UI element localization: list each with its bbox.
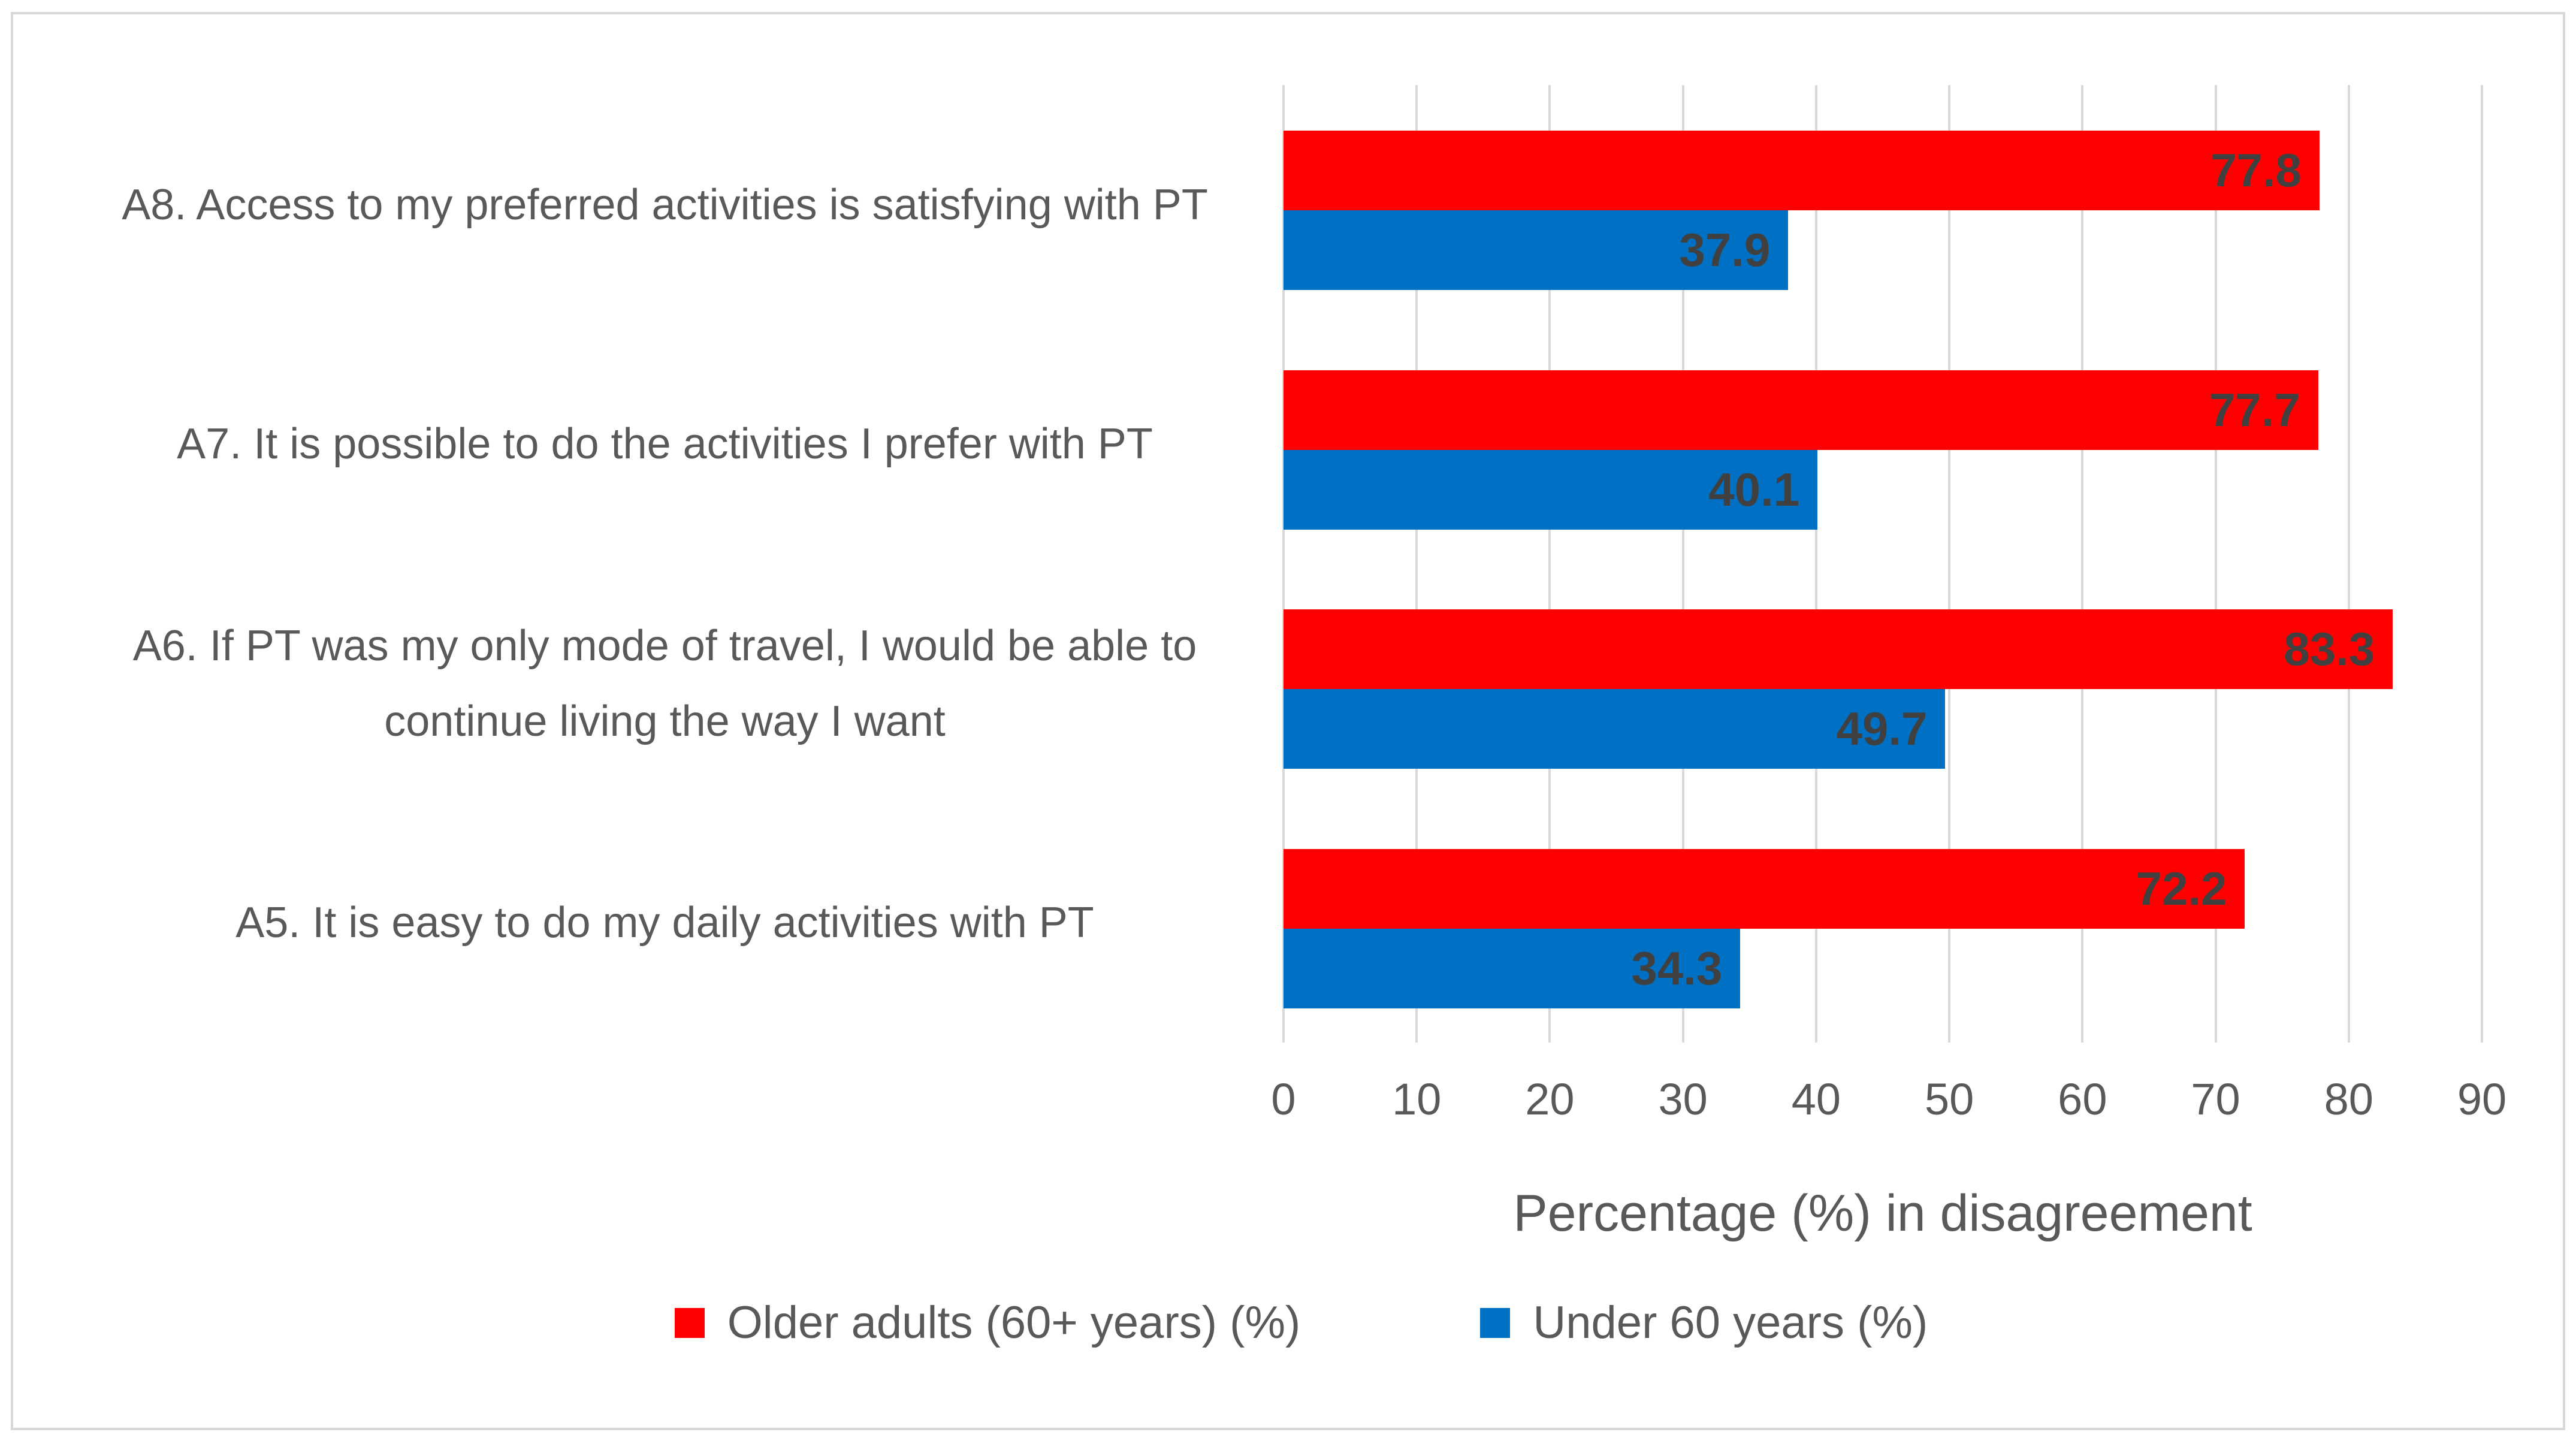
plot-area: 77.8 37.9 77.7 40.1 83.3 49.7 72.2 34.3 <box>1282 85 2483 1043</box>
bar-value-label: 77.7 <box>2209 383 2300 436</box>
x-tick-label-30: 30 <box>1658 1074 1708 1124</box>
legend-label-1: Under 60 years (%) <box>1533 1297 1928 1348</box>
bar-series-0-cat-2: 83.3 <box>1284 609 2393 689</box>
gridline-40 <box>1814 85 1817 1043</box>
x-tick-label-0: 0 <box>1271 1074 1296 1124</box>
gridline-30 <box>1681 85 1684 1043</box>
bar-value-label: 34.3 <box>1631 941 1723 995</box>
x-tick-label-50: 50 <box>1924 1074 1974 1124</box>
x-axis-tick-labels: 0 10 20 30 40 50 60 70 80 90 <box>1271 1074 2506 1140</box>
gridline-20 <box>1548 85 1551 1043</box>
bar-value-label: 40.1 <box>1708 463 1800 516</box>
legend-item-0: Older adults (60+ years) (%) <box>674 1297 1301 1349</box>
category-label-1: A7. It is possible to do the activities … <box>177 420 1153 468</box>
gridline-0 <box>1282 85 1285 1043</box>
category-band: 72.2 34.3 <box>1284 803 2482 1043</box>
bar-series-1-cat-2: 49.7 <box>1284 689 1946 769</box>
x-tick-label-20: 20 <box>1525 1074 1575 1124</box>
bar-value-label: 37.9 <box>1679 223 1771 276</box>
bar-series-1-cat-3: 34.3 <box>1284 928 1741 1008</box>
x-tick-label-90: 90 <box>2457 1074 2507 1124</box>
bar-series-0-cat-3: 72.2 <box>1284 848 2245 929</box>
x-tick-label-60: 60 <box>2058 1074 2107 1124</box>
bar-series-1-cat-1: 40.1 <box>1284 449 1818 530</box>
gridline-60 <box>2081 85 2084 1043</box>
gridline-70 <box>2214 85 2217 1043</box>
bar-value-label: 49.7 <box>1836 702 1928 755</box>
bar-value-label: 83.3 <box>2284 623 2375 675</box>
gridline-50 <box>1948 85 1951 1043</box>
gridline-90 <box>2481 85 2483 1043</box>
legend-label-0: Older adults (60+ years) (%) <box>727 1297 1301 1348</box>
x-axis-title: Percentage (%) in disagreement <box>1513 1185 2252 1242</box>
gridline-10 <box>1415 85 1418 1043</box>
bar-series-0-cat-0: 77.8 <box>1284 131 2320 210</box>
category-band: 77.8 37.9 <box>1284 85 2482 324</box>
x-tick-label-40: 40 <box>1791 1074 1841 1124</box>
gridline-80 <box>2347 85 2350 1043</box>
x-tick-label-70: 70 <box>2191 1074 2240 1124</box>
category-axis-labels: A8. Access to my preferred activities is… <box>70 85 1260 1043</box>
legend-swatch-0 <box>674 1307 705 1338</box>
category-label-2: A6. If PT was my only mode of travel, I … <box>132 621 1197 745</box>
x-tick-label-80: 80 <box>2324 1074 2373 1124</box>
category-band: 83.3 49.7 <box>1284 564 2482 803</box>
category-band: 77.7 40.1 <box>1284 325 2482 564</box>
x-tick-label-10: 10 <box>1392 1074 1442 1124</box>
category-label-3: A5. It is easy to do my daily activities… <box>235 899 1094 947</box>
legend-swatch-1 <box>1480 1307 1511 1338</box>
bar-series-1-cat-0: 37.9 <box>1284 210 1789 290</box>
category-label-0: A8. Access to my preferred activities is… <box>122 180 1208 229</box>
legend: Older adults (60+ years) (%) Under 60 yea… <box>13 1297 2576 1349</box>
chart-frame: A8. Access to my preferred activities is… <box>11 12 2565 1430</box>
bar-value-label: 77.8 <box>2210 144 2302 197</box>
legend-item-1: Under 60 years (%) <box>1480 1297 1928 1349</box>
bar-value-label: 72.2 <box>2136 862 2227 915</box>
bar-series-0-cat-1: 77.7 <box>1284 370 2318 450</box>
